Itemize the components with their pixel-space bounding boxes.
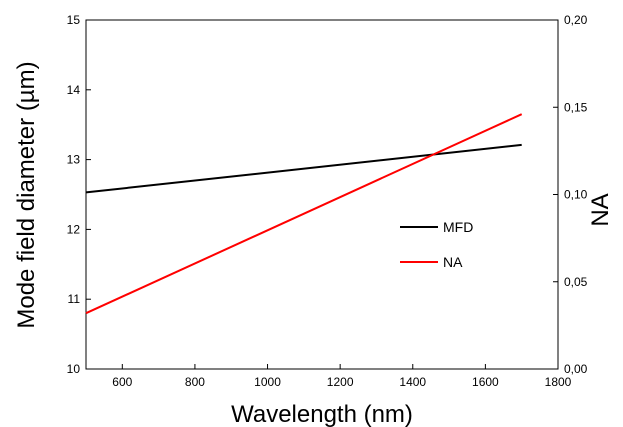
x-tick-label: 1200 — [327, 375, 354, 389]
series-line-na — [85, 113, 523, 315]
x-tick-label: 1400 — [399, 375, 426, 389]
series-line-mfd — [85, 143, 522, 194]
legend: MFD NA — [400, 219, 473, 270]
x-axis-title: Wavelength (nm) — [231, 401, 413, 427]
legend-label-na: NA — [443, 254, 463, 270]
x-tick-label: 600 — [112, 375, 132, 389]
y-left-axis-ticks: 10 11 12 13 14 15 — [67, 13, 91, 376]
y-right-tick-label: 0,05 — [564, 275, 588, 289]
y-right-tick-label: 0,20 — [564, 13, 588, 27]
y-right-tick-label: 0,00 — [564, 362, 588, 376]
y-left-tick-label: 12 — [67, 222, 81, 236]
y-right-tick-label: 0,10 — [564, 188, 588, 202]
series-lines — [85, 113, 523, 315]
x-tick-label: 1600 — [472, 375, 499, 389]
y-right-axis-ticks: 0,00 0,05 0,10 0,15 0,20 — [553, 13, 588, 376]
y-right-axis-title: NA — [587, 193, 614, 226]
y-left-tick-label: 14 — [67, 83, 81, 97]
y-left-tick-label: 11 — [68, 292, 81, 306]
y-left-tick-label: 13 — [67, 153, 81, 167]
y-left-tick-label: 10 — [67, 362, 81, 376]
x-tick-label: 800 — [185, 375, 205, 389]
x-tick-label: 1000 — [254, 375, 281, 389]
y-left-tick-label: 15 — [67, 13, 81, 27]
x-tick-label: 1800 — [545, 375, 572, 389]
plot-area — [85, 19, 559, 370]
y-right-tick-label: 0,15 — [564, 100, 588, 114]
legend-label-mfd: MFD — [443, 219, 473, 235]
x-axis-ticks: 600 800 1000 1200 1400 1600 1800 — [112, 364, 572, 389]
y-left-axis-title: Mode field diameter (µm) — [13, 61, 40, 328]
